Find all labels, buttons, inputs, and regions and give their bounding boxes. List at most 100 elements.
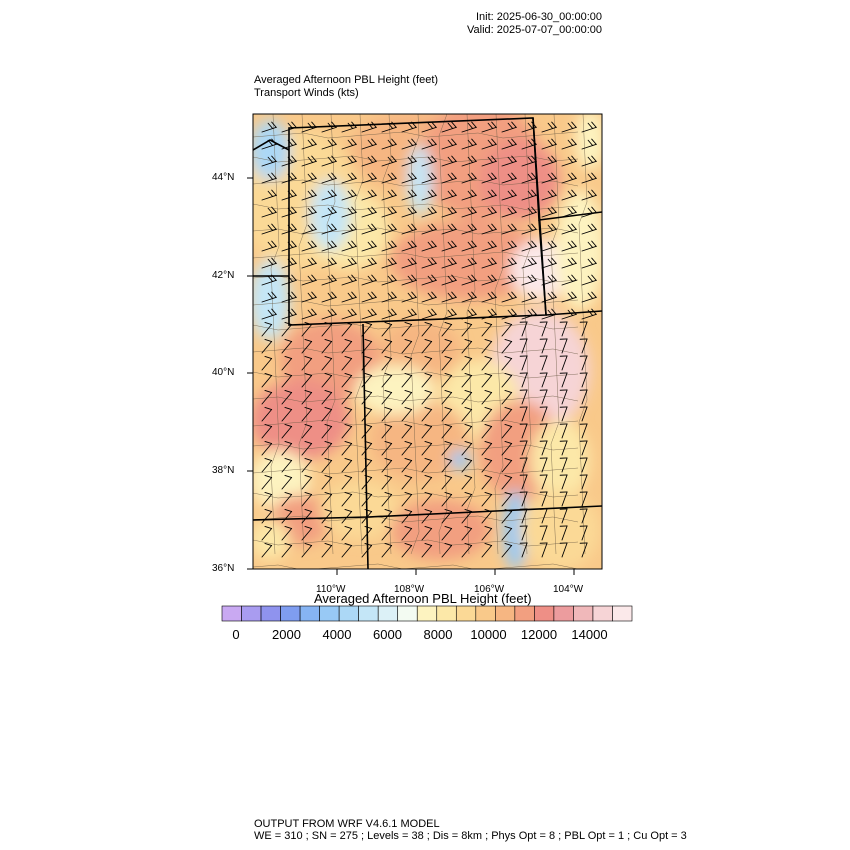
wind-barb <box>481 189 497 201</box>
axis-ticks <box>247 177 575 575</box>
wind-barb <box>559 542 568 558</box>
wind-barb <box>581 308 597 320</box>
wind-barb <box>381 390 393 405</box>
wind-barb <box>301 138 317 150</box>
wind-barb <box>521 138 537 150</box>
wind-barb <box>321 240 337 252</box>
colorbar-segment <box>612 605 633 622</box>
wind-barb <box>581 223 597 235</box>
wind-barb <box>341 543 353 558</box>
wind-barb <box>401 424 413 439</box>
wind-barb <box>341 189 357 201</box>
wind-barb <box>441 356 453 371</box>
wind-barb <box>361 509 373 524</box>
lon-label-108: 108°W <box>394 584 425 595</box>
wind-barb <box>461 291 477 303</box>
wind-barb <box>321 291 337 303</box>
wind-barb <box>481 322 493 337</box>
wind-barb <box>361 475 373 490</box>
wind-barb <box>441 172 457 184</box>
wind-barb <box>301 257 317 269</box>
wind-barb <box>321 274 337 286</box>
wind-barb <box>361 155 377 167</box>
plot-title-winds: Transport Winds (kts) <box>254 87 359 99</box>
wind-barb <box>281 189 297 201</box>
wind-barb <box>381 373 393 388</box>
wind-barb <box>281 424 293 439</box>
colorbar-segment <box>573 605 594 622</box>
wind-barb <box>321 458 333 473</box>
wind-barb <box>381 441 393 456</box>
valid-time: Valid: 2025-07-07_00:00:00 <box>467 24 602 36</box>
wind-barb <box>441 155 457 167</box>
wind-barb <box>261 475 273 490</box>
wind-barb <box>541 308 557 320</box>
wind-barb <box>341 526 353 541</box>
wind-barb <box>421 356 433 371</box>
wind-barb <box>361 322 373 337</box>
wind-barb <box>281 240 297 252</box>
wind-barb <box>579 389 588 405</box>
wind-barb <box>539 355 548 371</box>
colorbar-segment <box>475 605 496 622</box>
wind-barb <box>261 308 277 320</box>
wind-barb <box>301 356 313 371</box>
wind-barb <box>441 240 457 252</box>
wind-barb <box>501 291 517 303</box>
wind-barb <box>321 172 337 184</box>
wind-barb <box>581 291 597 303</box>
wind-barb <box>501 475 513 490</box>
wind-barb <box>301 509 313 524</box>
wind-barb <box>441 138 457 150</box>
lon-label-106: 106°W <box>474 584 505 595</box>
wind-barb <box>381 121 397 133</box>
wind-barb <box>261 291 277 303</box>
wind-barb <box>561 172 577 184</box>
wind-barb <box>539 338 548 354</box>
wind-barb <box>561 121 577 133</box>
wind-barb <box>361 206 377 218</box>
wind-barb <box>461 475 473 490</box>
wind-barb <box>541 189 557 201</box>
colorbar-title: Averaged Afternoon PBL Height (feet) <box>314 591 532 606</box>
wind-barb <box>281 155 297 167</box>
wind-barb <box>441 322 453 337</box>
wind-barb <box>501 492 513 507</box>
wind-barbs <box>261 121 597 558</box>
wind-barb <box>559 423 568 439</box>
wind-barb <box>561 138 577 150</box>
wind-barb <box>501 373 513 388</box>
wind-barb <box>461 356 473 371</box>
wind-barb <box>261 155 277 167</box>
wind-barb <box>561 240 577 252</box>
wind-barb <box>301 424 313 439</box>
colorbar-segment <box>338 605 359 622</box>
wind-barb <box>421 475 433 490</box>
wind-barb <box>541 240 557 252</box>
wind-barb <box>421 407 433 422</box>
wind-barb <box>341 509 353 524</box>
wind-barb <box>341 155 357 167</box>
wind-barb <box>519 389 528 405</box>
wind-barb <box>519 457 528 473</box>
wind-barb <box>541 121 557 133</box>
wind-barb <box>581 206 597 218</box>
wind-barb <box>421 441 433 456</box>
wind-barb <box>421 308 437 320</box>
wind-barb <box>341 172 357 184</box>
wind-barb <box>501 308 517 320</box>
wind-barb <box>301 291 317 303</box>
wind-barb <box>421 206 437 218</box>
wind-barb <box>401 155 417 167</box>
wind-barb <box>301 441 313 456</box>
wind-barb <box>301 458 313 473</box>
wind-barb <box>481 458 493 473</box>
wind-barb <box>301 322 313 337</box>
wind-barb <box>281 458 293 473</box>
wind-barb <box>321 492 333 507</box>
colorbar-segment <box>358 605 379 622</box>
wind-barb <box>581 257 597 269</box>
wind-barb <box>539 389 548 405</box>
wind-barb <box>579 474 588 490</box>
wind-barb <box>561 206 577 218</box>
